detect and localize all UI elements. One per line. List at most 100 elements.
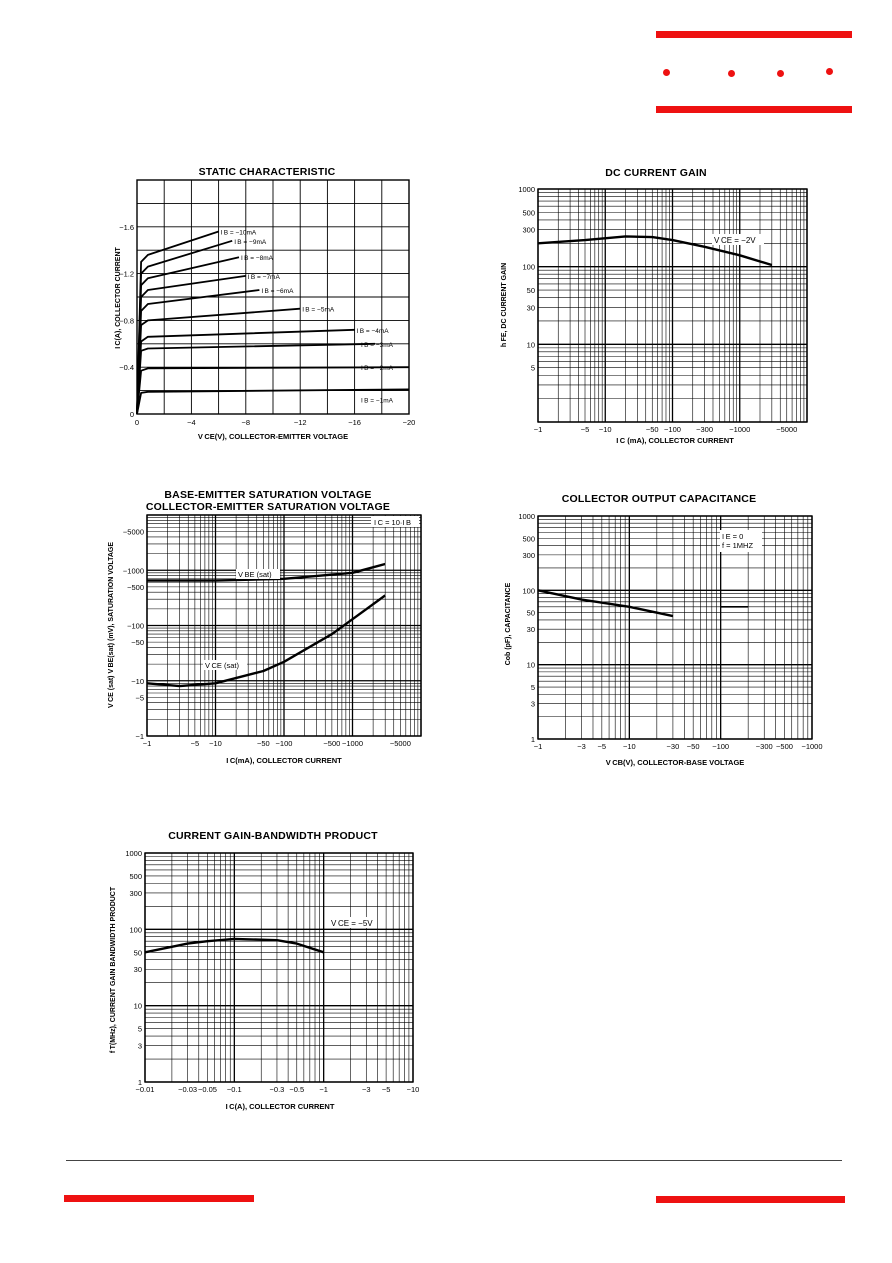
header-dot-3: [777, 70, 784, 77]
x-tick-label: −5: [598, 742, 607, 751]
vce-sat-curve: [146, 594, 386, 688]
y-tick-label: −0.4: [119, 363, 134, 372]
chart-title: STATIC CHARACTERISTIC: [198, 166, 336, 178]
y-tick-label: −1.6: [119, 223, 134, 232]
y-tick-label: −10: [131, 677, 144, 686]
y-tick-label: 50: [527, 609, 535, 618]
header-dot-2: [728, 70, 735, 77]
freq-condition: f = 1MHZ: [722, 541, 753, 550]
y-axis-label: Cob (pF), CAPACITANCE: [505, 582, 512, 665]
x-tick-label: −100: [664, 425, 681, 434]
ic-condition: I C = 10·I B: [374, 518, 411, 527]
header-dot-1: [663, 69, 670, 76]
x-tick-label: −1000: [801, 742, 822, 751]
ib-curve-label: I B = −8mA: [241, 255, 274, 262]
y-tick-label: 50: [527, 286, 535, 295]
y-tick-label: 100: [522, 263, 535, 272]
y-tick-label: −100: [127, 622, 144, 631]
y-tick-label: −0.8: [119, 316, 134, 325]
ib-curve-label: I B = −6mA: [261, 288, 294, 295]
x-tick-label: −50: [646, 425, 659, 434]
y-tick-label: 300: [522, 226, 535, 235]
x-tick-label: −50: [257, 739, 270, 748]
x-tick-label: −500: [776, 742, 793, 751]
plot-frame: [144, 852, 414, 1083]
static-characteristic-chart: STATIC CHARACTERISTIC 0 −4 −8 −12 −16 −20 0 −0.…: [108, 158, 426, 446]
footer-right-bar: [656, 1196, 845, 1203]
y-tick-label: 500: [522, 534, 535, 543]
ib-curve-label: I B = −2mA: [361, 365, 394, 372]
x-tick-label: −5000: [776, 425, 797, 434]
x-tick-label: −20: [403, 418, 416, 427]
y-tick-label: 5: [531, 364, 535, 373]
y-tick-label: −1: [135, 732, 144, 741]
x-tick-label: −0.03: [178, 1085, 197, 1094]
y-tick-label: 1000: [518, 512, 535, 521]
y-tick-label: 1: [138, 1078, 142, 1087]
x-tick-label: −1000: [342, 739, 363, 748]
chart-title: DC CURRENT GAIN: [605, 167, 707, 179]
x-tick-label: −16: [348, 418, 361, 427]
ib-curve-label: I B = −4mA: [357, 328, 390, 335]
y-tick-label: −50: [131, 638, 144, 647]
x-tick-label: −3: [362, 1085, 371, 1094]
collector-output-capacitance-chart: COLLECTOR OUTPUT CAPACITANCE −1 −3 −5 −10 −3…: [494, 484, 824, 774]
plot-frame: [537, 188, 808, 423]
ie-condition: I E = 0: [722, 532, 743, 541]
plot-frame: [537, 515, 813, 740]
x-tick-label: −1: [534, 742, 543, 751]
y-tick-label: 500: [129, 872, 142, 881]
x-tick-label: −1000: [729, 425, 750, 434]
y-tick-label: 300: [522, 551, 535, 560]
y-tick-label: 1000: [518, 185, 535, 194]
x-tick-label: −10: [599, 425, 612, 434]
x-tick-label: −1: [534, 425, 543, 434]
plot-frame: [146, 514, 422, 737]
y-tick-label: 300: [129, 889, 142, 898]
x-tick-label: −1: [143, 739, 152, 748]
x-tick-label: −500: [323, 739, 340, 748]
x-axis-label: V CE(V), COLLECTOR-EMITTER VOLTAGE: [198, 432, 348, 441]
chart-title: COLLECTOR OUTPUT CAPACITANCE: [561, 493, 757, 505]
x-tick-label: −0.3: [270, 1085, 285, 1094]
x-axis-label: I C(mA), COLLECTOR CURRENT: [226, 756, 342, 765]
x-tick-label: −0.01: [136, 1085, 155, 1094]
y-tick-label: −1.2: [119, 270, 134, 279]
y-tick-label: 30: [527, 303, 535, 312]
ib-curve-label: I B = −5mA: [302, 307, 335, 314]
vbe-sat-curve: [147, 562, 386, 582]
y-tick-label: 500: [522, 208, 535, 217]
x-tick-label: −10: [209, 739, 222, 748]
x-tick-label: −5000: [390, 739, 411, 748]
x-tick-label: −5: [581, 425, 590, 434]
y-tick-label: 30: [527, 625, 535, 634]
y-tick-label: −500: [127, 583, 144, 592]
y-tick-label: −5: [135, 693, 144, 702]
ib-curve: [136, 230, 219, 415]
x-tick-label: 0: [135, 418, 139, 427]
ib-curve: [136, 289, 260, 415]
y-tick-label: 100: [522, 586, 535, 595]
plot-frame: [136, 179, 410, 415]
ft-curve: [144, 937, 325, 954]
y-tick-label: 50: [134, 948, 142, 957]
ib-curve-label: I B = −3mA: [361, 342, 394, 349]
header-top-bar: [656, 31, 852, 38]
cob-curve: [537, 589, 674, 618]
x-axis-label: V CB(V), COLLECTOR-BASE VOLTAGE: [606, 758, 745, 767]
y-tick-label: 1: [531, 735, 535, 744]
x-tick-label: −30: [667, 742, 680, 751]
x-tick-label: −300: [756, 742, 773, 751]
y-tick-label: 5: [138, 1025, 142, 1034]
y-axis-label: I C(A), COLLECTOR CURRENT: [115, 246, 122, 348]
dc-current-gain-plot: −1 −5 −10 −50 −100 −300 −1000 −5000 1000 500 300 10…: [501, 185, 808, 445]
x-tick-label: −5: [191, 739, 200, 748]
x-tick-label: −12: [294, 418, 307, 427]
y-tick-label: 3: [531, 700, 535, 709]
ib-curve: [136, 388, 410, 415]
x-tick-label: −10: [623, 742, 636, 751]
vce-sat-label: V CE (sat): [205, 661, 240, 670]
annotation-backdrop: [371, 516, 419, 527]
x-tick-label: −300: [696, 425, 713, 434]
gain-bandwidth-product-chart: CURRENT GAIN-BANDWIDTH PRODUCT −0.01 −0.0…: [105, 820, 441, 1126]
